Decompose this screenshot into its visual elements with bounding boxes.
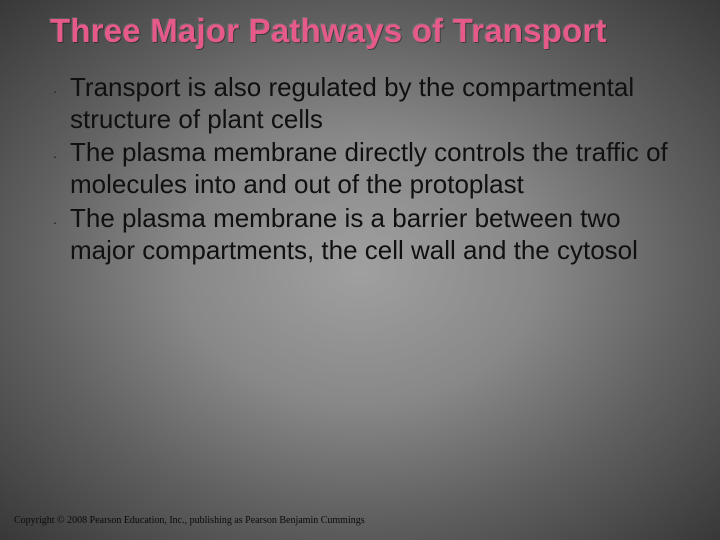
slide: Three Major Pathways of Transport · Tran… (0, 0, 720, 540)
slide-title: Three Major Pathways of Transport (36, 12, 684, 50)
list-item: · Transport is also regulated by the com… (40, 72, 676, 135)
list-item: · The plasma membrane is a barrier betwe… (40, 203, 676, 266)
bullet-text: The plasma membrane is a barrier between… (70, 203, 676, 266)
bullet-marker-icon: · (40, 72, 70, 108)
slide-content: · Transport is also regulated by the com… (36, 72, 684, 266)
list-item: · The plasma membrane directly controls … (40, 137, 676, 200)
bullet-marker-icon: · (40, 203, 70, 239)
bullet-text: Transport is also regulated by the compa… (70, 72, 676, 135)
copyright-text: Copyright © 2008 Pearson Education, Inc.… (14, 515, 365, 526)
bullet-marker-icon: · (40, 137, 70, 173)
bullet-text: The plasma membrane directly controls th… (70, 137, 676, 200)
